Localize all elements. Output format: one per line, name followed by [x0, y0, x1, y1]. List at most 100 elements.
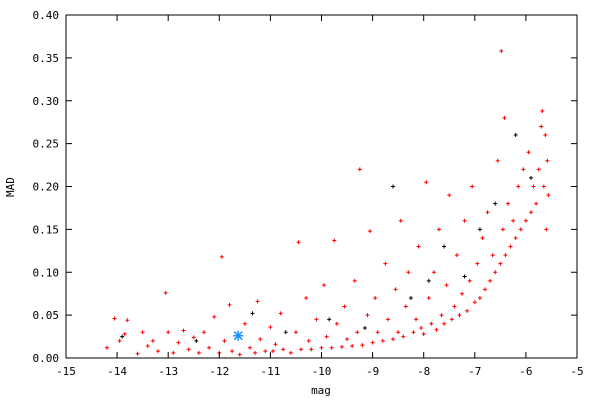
- data-point: [403, 304, 408, 309]
- data-point: [222, 338, 227, 343]
- y-tick-label: 0.00: [33, 352, 60, 365]
- y-axis-label: MAD: [4, 177, 17, 197]
- data-point: [498, 261, 503, 266]
- data-point: [401, 334, 406, 339]
- data-point: [383, 261, 388, 266]
- data-point: [350, 343, 355, 348]
- data-point-secondary: [391, 184, 396, 189]
- data-point: [544, 227, 549, 232]
- data-point: [314, 317, 319, 322]
- data-point: [518, 227, 523, 232]
- data-point-secondary: [426, 278, 431, 283]
- y-tick-label: 0.20: [33, 181, 60, 194]
- data-point: [426, 295, 431, 300]
- data-point: [529, 210, 534, 215]
- data-point: [416, 244, 421, 249]
- y-tick-label: 0.25: [33, 138, 60, 151]
- data-point: [442, 321, 447, 326]
- y-tick-label: 0.10: [33, 266, 60, 279]
- data-point: [475, 261, 480, 266]
- data-point: [452, 304, 457, 309]
- data-point: [457, 313, 462, 318]
- data-point: [421, 331, 426, 336]
- data-point-secondary: [442, 244, 447, 249]
- y-tick-label: 0.35: [33, 52, 60, 65]
- data-point-secondary: [362, 325, 367, 330]
- data-point: [398, 218, 403, 223]
- data-point: [342, 304, 347, 309]
- data-point: [104, 345, 109, 350]
- data-point-secondary: [327, 317, 332, 322]
- y-tick-label: 0.05: [33, 309, 60, 322]
- data-point: [485, 210, 490, 215]
- data-point: [329, 345, 334, 350]
- data-point: [253, 350, 258, 355]
- data-point: [237, 352, 242, 357]
- data-point: [319, 345, 324, 350]
- data-point: [145, 343, 150, 348]
- x-tick-label: -7: [468, 365, 481, 378]
- data-point: [176, 340, 181, 345]
- x-tick-label: -11: [260, 365, 280, 378]
- data-point: [480, 235, 485, 240]
- x-tick-label: -10: [312, 365, 332, 378]
- data-point: [181, 328, 186, 333]
- data-point: [166, 330, 171, 335]
- data-point: [117, 338, 122, 343]
- data-point: [470, 184, 475, 189]
- data-point: [322, 283, 327, 288]
- data-point: [488, 278, 493, 283]
- data-point: [540, 109, 545, 114]
- data-point: [513, 235, 518, 240]
- data-points: [104, 49, 551, 357]
- data-point: [536, 167, 541, 172]
- data-point: [521, 167, 526, 172]
- data-point: [191, 335, 196, 340]
- data-point: [526, 150, 531, 155]
- x-tick-label: -14: [107, 365, 127, 378]
- data-point: [467, 278, 472, 283]
- data-point: [242, 321, 247, 326]
- data-point: [391, 337, 396, 342]
- x-tick-label: -6: [519, 365, 532, 378]
- data-point-secondary: [250, 311, 255, 316]
- data-point: [155, 349, 160, 354]
- data-point: [324, 334, 329, 339]
- data-point: [255, 299, 260, 304]
- data-point: [419, 325, 424, 330]
- data-point: [460, 291, 465, 296]
- data-point: [406, 270, 411, 275]
- data-point-secondary: [493, 201, 498, 206]
- data-point: [414, 317, 419, 322]
- data-point: [465, 308, 470, 313]
- data-point: [345, 337, 350, 342]
- data-point: [495, 158, 500, 163]
- data-point: [352, 278, 357, 283]
- data-point: [503, 253, 508, 258]
- data-point: [355, 330, 360, 335]
- data-point: [112, 316, 117, 321]
- data-point: [230, 349, 235, 354]
- data-point-secondary: [513, 133, 518, 138]
- data-point: [357, 167, 362, 172]
- data-point: [439, 313, 444, 318]
- data-point: [531, 184, 536, 189]
- data-point: [516, 184, 521, 189]
- data-point: [122, 331, 127, 336]
- data-point: [227, 302, 232, 307]
- data-point: [502, 115, 507, 120]
- x-tick-label: -9: [366, 365, 379, 378]
- x-tick-label: -5: [570, 365, 583, 378]
- data-point: [150, 338, 155, 343]
- x-axis-label: mag: [311, 384, 331, 397]
- data-point: [268, 325, 273, 330]
- data-point: [449, 317, 454, 322]
- data-point: [368, 229, 373, 234]
- data-point: [207, 345, 212, 350]
- data-point: [523, 218, 528, 223]
- data-point: [219, 254, 224, 259]
- data-point: [539, 124, 544, 129]
- axes: -15 -14 -13 -12 -11 -10 -9 -8 -7 -6 -5 0.00 0.05 0.10…: [33, 9, 584, 378]
